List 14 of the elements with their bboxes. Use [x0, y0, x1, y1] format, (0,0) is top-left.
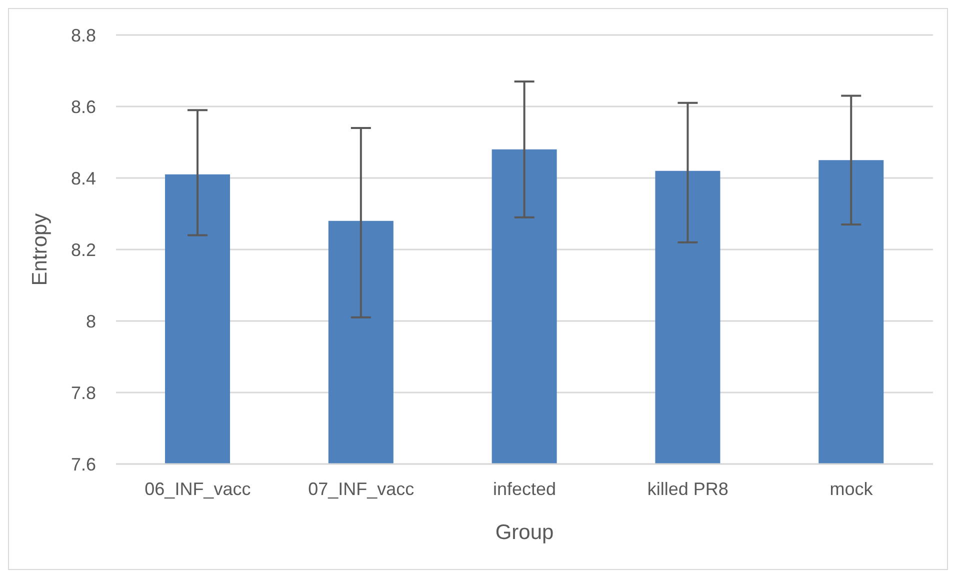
y-tick-label: 8 — [86, 311, 96, 332]
y-tick-label: 8.8 — [70, 25, 96, 46]
y-tick-label: 8.2 — [70, 240, 96, 260]
y-axis-title: Entropy — [28, 212, 52, 286]
x-tick-label: 07_INF_vacc — [308, 478, 414, 499]
x-tick-label: mock — [830, 478, 874, 499]
x-tick-label: 06_INF_vacc — [144, 478, 251, 499]
x-tick-label: killed PR8 — [647, 478, 728, 499]
x-tick-label: infected — [492, 478, 556, 499]
y-tick-label: 7.6 — [70, 454, 96, 474]
x-axis-title: Group — [495, 521, 554, 544]
y-tick-label: 8.4 — [70, 168, 96, 188]
y-tick-label: 7.8 — [70, 382, 96, 403]
y-tick-label: 8.6 — [70, 96, 96, 117]
